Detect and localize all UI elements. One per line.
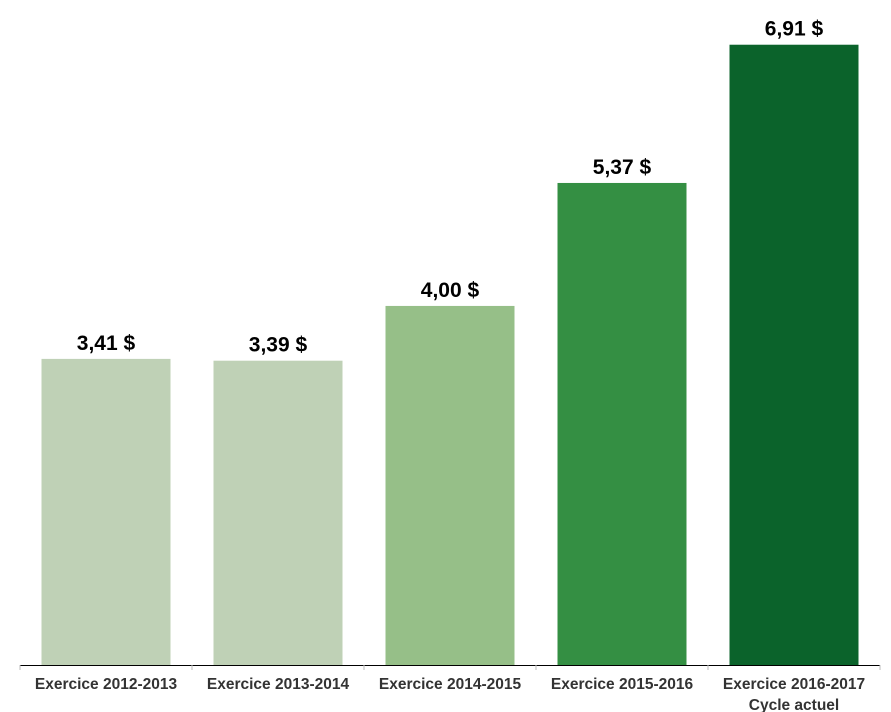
bar-3 — [557, 182, 687, 665]
category-label-2: Exercice 2014-2015 — [379, 676, 522, 693]
data-label-2: 4,00 $ — [421, 279, 480, 302]
bar-4 — [729, 44, 859, 666]
bar-1 — [213, 360, 343, 665]
category-labels-layer: Exercice 2012-2013 Exercice 2013-2014 Exer… — [19, 665, 881, 712]
data-label-4: 6,91 $ — [765, 18, 824, 41]
category-label-1: Exercice 2013-2014 — [207, 676, 350, 693]
data-label-0: 3,41 $ — [77, 332, 136, 355]
category-label-3: Exercice 2015-2016 — [551, 676, 694, 693]
value-labels-layer: 3,41 $ 3,39 $ 4,00 $ 5,37 $ 6,91 $ — [77, 18, 824, 357]
category-label-4-line-0: Exercice 2016-2017 — [723, 676, 865, 693]
bars-layer — [41, 44, 859, 666]
bar-0 — [41, 358, 171, 665]
category-label-4-line-1: Cycle actuel — [749, 697, 839, 712]
bar-2 — [385, 305, 515, 665]
data-label-1: 3,39 $ — [249, 334, 308, 357]
category-label-0: Exercice 2012-2013 — [35, 676, 178, 693]
data-label-3: 5,37 $ — [593, 156, 652, 179]
